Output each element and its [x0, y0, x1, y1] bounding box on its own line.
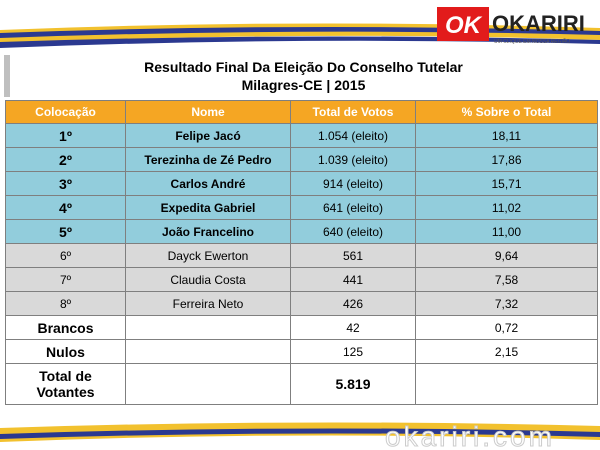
- table-cell: [125, 363, 291, 405]
- table-cell: 561: [290, 243, 416, 268]
- table-cell: 8º: [5, 291, 126, 316]
- results-table: Colocação Nome Total de Votos% Sobre o Tot…: [5, 100, 598, 405]
- table-cell: 2,15: [415, 339, 598, 364]
- column-header: Nome: [125, 100, 291, 124]
- table-cell: João Francelino: [125, 219, 291, 244]
- header-row: Colocação Nome Total de Votos% Sobre o Tot…: [5, 100, 598, 124]
- table-cell: 7º: [5, 267, 126, 292]
- table-cell: 914 (eleito): [290, 171, 416, 196]
- table-cell: 125: [290, 339, 416, 364]
- top-banner: OK OKARIRI UM CLIQUE EM NOSSA REGIÃO: [0, 7, 600, 48]
- table-row: 6º Dayck Ewerton 561 9,64: [5, 243, 598, 268]
- logo-tagline: UM CLIQUE EM NOSSA REGIÃO: [494, 38, 570, 45]
- table-cell: Carlos André: [125, 171, 291, 196]
- logo-badge: OK: [445, 12, 483, 39]
- watermark: okariri.com: [385, 421, 555, 450]
- table-cell: Nulos: [5, 339, 126, 364]
- table-cell: Claudia Costa: [125, 267, 291, 292]
- table-row: Total de Votantes 5.819: [5, 363, 598, 405]
- table-cell: 640 (eleito): [290, 219, 416, 244]
- table-cell: 426: [290, 291, 416, 316]
- table-cell: 9,64: [415, 243, 598, 268]
- table-cell: 4º: [5, 195, 126, 220]
- column-header: % Sobre o Total: [415, 100, 598, 124]
- table-cell: 15,71: [415, 171, 598, 196]
- bottom-banner: okariri.com: [0, 421, 600, 450]
- table-row: 1º Felipe Jacó 1.054 (eleito) 18,11: [5, 123, 598, 148]
- table-cell: 11,02: [415, 195, 598, 220]
- table-cell: [415, 363, 598, 405]
- table-cell: 3º: [5, 171, 126, 196]
- table-cell: 17,86: [415, 147, 598, 172]
- table-cell: Expedita Gabriel: [125, 195, 291, 220]
- table-row: 4º Expedita Gabriel 641 (eleito) 11,02: [5, 195, 598, 220]
- table-row: 3º Carlos André 914 (eleito) 15,71: [5, 171, 598, 196]
- table-cell: 5º: [5, 219, 126, 244]
- table-cell: 1.039 (eleito): [290, 147, 416, 172]
- table-cell: 42: [290, 315, 416, 340]
- table-cell: [125, 339, 291, 364]
- table-cell: 1.054 (eleito): [290, 123, 416, 148]
- table-row: 8º Ferreira Neto 426 7,32: [5, 291, 598, 316]
- table-cell: 641 (eleito): [290, 195, 416, 220]
- table-cell: 6º: [5, 243, 126, 268]
- table-cell: 1º: [5, 123, 126, 148]
- table-cell: Brancos: [5, 315, 126, 340]
- table-cell: 441: [290, 267, 416, 292]
- title-line: Resultado Final Da Eleição Do Conselho T…: [144, 59, 463, 75]
- table-cell: 18,11: [415, 123, 598, 148]
- table-row: 7º Claudia Costa 441 7,58: [5, 267, 598, 292]
- title: Resultado Final Da Eleição Do Conselho T…: [4, 55, 597, 97]
- table-row: 5º João Francelino 640 (eleito) 11,00: [5, 219, 598, 244]
- table-cell: 7,32: [415, 291, 598, 316]
- table-cell: 7,58: [415, 267, 598, 292]
- column-header: Colocação: [5, 100, 126, 124]
- table-cell: 0,72: [415, 315, 598, 340]
- table-cell: Total de Votantes: [5, 363, 126, 405]
- logo-name: OKARIRI: [492, 11, 585, 36]
- title-line: Milagres-CE | 2015: [241, 77, 366, 93]
- table-cell: Ferreira Neto: [125, 291, 291, 316]
- table-cell: 2º: [5, 147, 126, 172]
- table-cell: [125, 315, 291, 340]
- table-cell: Terezinha de Zé Pedro: [125, 147, 291, 172]
- table-cell: 11,00: [415, 219, 598, 244]
- table-row: Brancos 42 0,72: [5, 315, 598, 340]
- table-cell: 5.819: [290, 363, 416, 405]
- table-row: Nulos 125 2,15: [5, 339, 598, 364]
- column-header: Total de Votos: [290, 100, 416, 124]
- table-cell: Felipe Jacó: [125, 123, 291, 148]
- table-cell: Dayck Ewerton: [125, 243, 291, 268]
- table-row: 2º Terezinha de Zé Pedro 1.039 (eleito) 17,…: [5, 147, 598, 172]
